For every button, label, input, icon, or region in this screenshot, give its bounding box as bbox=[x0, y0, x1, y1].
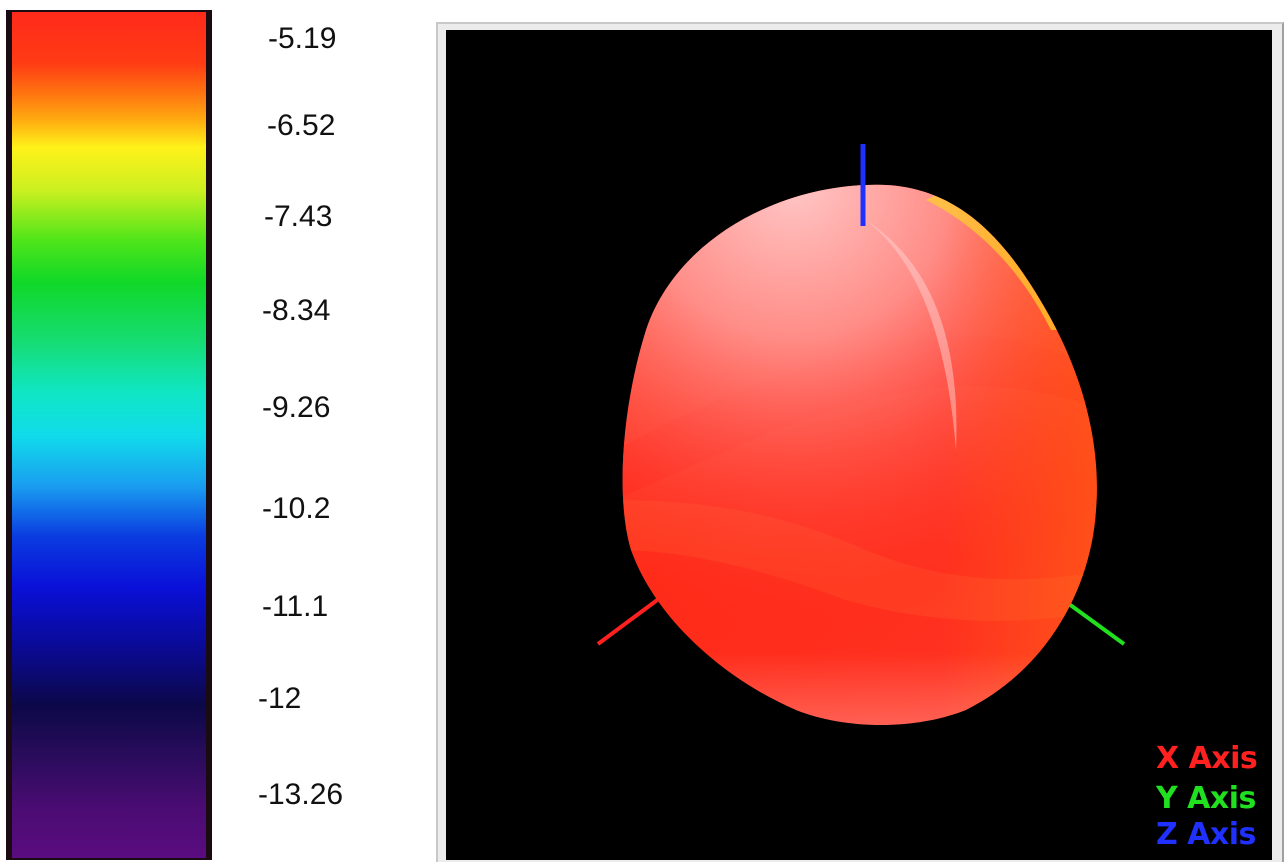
scale-tick-label: -13.26 bbox=[258, 778, 344, 811]
color-scale-bar bbox=[6, 10, 212, 860]
scale-tick-label: -7.43 bbox=[264, 200, 333, 233]
scale-tick-label: -10.2 bbox=[262, 492, 331, 525]
scale-tick-label: -6.52 bbox=[267, 109, 336, 142]
3d-viewport[interactable]: X Axis Y Axis Z Axis bbox=[446, 30, 1272, 860]
scale-tick-label: -12 bbox=[258, 682, 302, 715]
legend-y-axis: Y Axis bbox=[1156, 781, 1256, 816]
legend-x-axis: X Axis bbox=[1156, 741, 1258, 776]
scale-tick-label: -11.1 bbox=[262, 590, 329, 623]
x-axis-line bbox=[596, 590, 670, 646]
scale-tick-label: -5.19 bbox=[268, 22, 337, 55]
scale-tick-label: -8.34 bbox=[262, 294, 331, 327]
legend-z-axis: Z Axis bbox=[1156, 817, 1256, 852]
radiation-pattern-render bbox=[596, 144, 1126, 726]
scale-tick-label: -9.26 bbox=[262, 391, 331, 424]
